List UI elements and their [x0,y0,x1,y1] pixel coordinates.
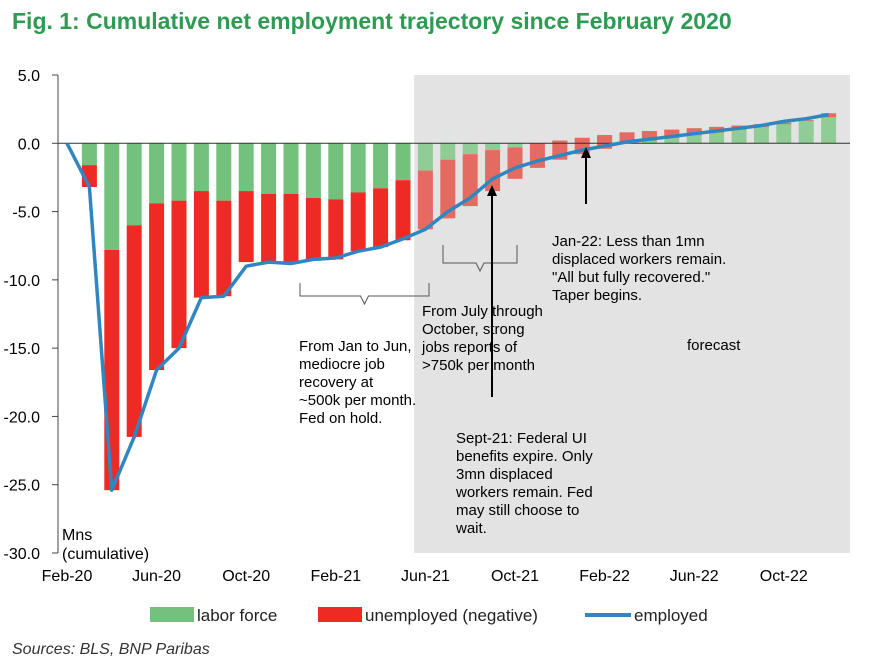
bar-labor-force [328,143,344,200]
bar-unemployed [619,132,635,144]
bar-labor-force [798,120,814,144]
bar-labor-force [440,143,456,160]
bar-unemployed [686,128,702,136]
y-tick-label: -10.0 [4,273,41,290]
bar-unemployed [417,170,433,230]
bar-labor-force [126,143,142,226]
annotation-3: Jan-22: Less than 1mn displaced workers r… [552,233,726,304]
bar-unemployed [776,122,792,125]
annotation-5: forecast [687,337,741,354]
y-tick-label: -25.0 [4,478,41,495]
y-tick-label: 5.0 [18,68,40,85]
source-note: Sources: BLS, BNP Paribas [12,641,210,658]
annotation-2: From July through October, strong jobs rep… [421,303,543,374]
legend-label-unemployed: unemployed (negative) [365,606,538,625]
brace-jan-jun [299,283,430,306]
bar-labor-force [216,143,232,201]
bar-labor-force [507,143,523,148]
bar-unemployed [104,249,120,491]
legend-label-labor-force: labor force [197,606,277,625]
y-tick-label: -30.0 [4,546,41,563]
x-tick-label: Oct-21 [491,568,539,585]
bar-labor-force [238,143,254,192]
bar-labor-force [395,143,411,181]
bar-labor-force [821,117,837,144]
y-tick-label: -15.0 [4,341,41,358]
bar-labor-force [753,124,769,144]
arrow-jan22-head [581,147,591,158]
y-tick-label: -5.0 [12,205,40,222]
bar-unemployed [193,191,209,298]
x-tick-label: Jun-22 [670,568,719,585]
bar-unemployed [305,197,321,261]
y-axis-label: Mns (cumulative) [62,527,149,563]
annotation-1: From Jan to Jun, mediocre job recovery at ~… [299,338,416,427]
x-tick-label: Oct-22 [760,568,808,585]
legend-swatch-labor-force [150,607,194,622]
bar-unemployed [350,192,366,252]
bar-labor-force [283,143,299,194]
x-tick-label: Feb-22 [579,568,630,585]
x-tick-label: Jun-21 [401,568,450,585]
bar-unemployed [238,191,254,263]
bar-unemployed [126,225,142,437]
bar-unemployed [373,188,389,248]
arrow-sept21-head [487,185,497,196]
bar-unemployed [283,193,299,263]
annotation-4: Sept-21: Federal UI benefits expire. Only… [455,430,593,537]
bar-labor-force [193,143,209,192]
employed-line [65,112,829,492]
bar-unemployed [664,129,680,138]
bar-labor-force [485,143,501,151]
x-tick-label: Feb-20 [42,568,93,585]
bar-unemployed [440,159,456,219]
x-tick-label: Jun-20 [132,568,181,585]
bar-unemployed [261,193,277,263]
y-tick-label: -20.0 [4,409,41,426]
bar-unemployed [395,180,411,241]
bar-unemployed [507,147,523,179]
bar-labor-force [81,143,97,166]
chart-title: Fig. 1: Cumulative net employment trajec… [12,8,732,34]
bar-unemployed [216,200,232,297]
y-tick-label: 0.0 [18,136,40,153]
x-tick-label: Feb-21 [310,568,361,585]
bar-unemployed [149,203,165,370]
bar-labor-force [149,143,165,204]
bar-labor-force [305,143,321,198]
bar-labor-force [104,143,120,250]
bar-labor-force [776,122,792,144]
bar-unemployed [328,199,344,260]
legend-label-employed: employed [634,606,708,625]
bar-unemployed [641,130,657,141]
bar-unemployed [171,200,187,349]
bar-labor-force [462,143,478,155]
bar-labor-force [261,143,277,194]
bar-labor-force [417,143,433,171]
bar-labor-force [350,143,366,193]
x-tick-label: Oct-20 [222,568,270,585]
bar-labor-force [171,143,187,201]
brace-jul-oct [442,245,518,273]
bar-labor-force [373,143,389,189]
legend-swatch-unemployed [318,607,362,622]
